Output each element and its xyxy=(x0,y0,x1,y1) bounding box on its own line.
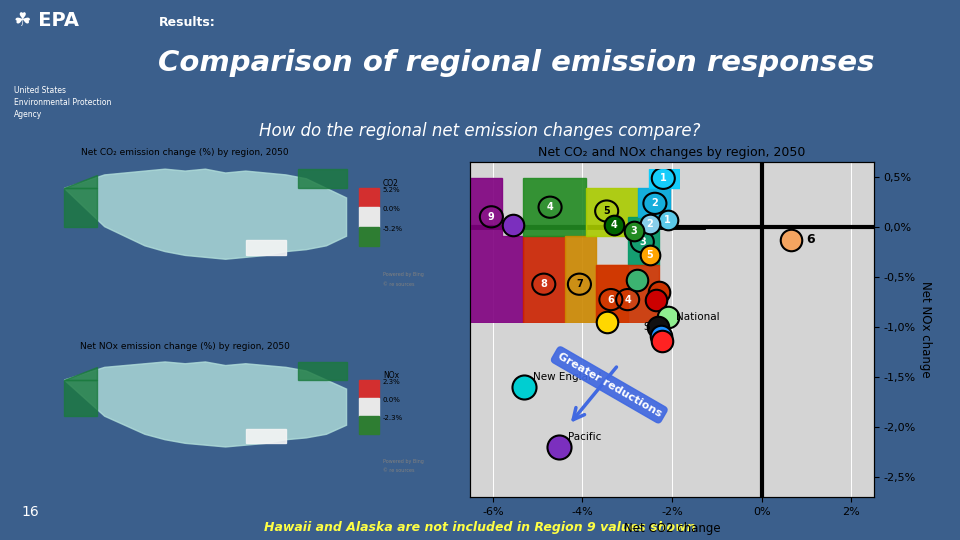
Point xyxy=(630,275,645,284)
Text: National: National xyxy=(677,312,720,322)
Polygon shape xyxy=(64,367,97,380)
Text: © re sources: © re sources xyxy=(383,282,415,287)
Text: Powered by Bing: Powered by Bing xyxy=(383,272,423,277)
Text: 2.3%: 2.3% xyxy=(383,379,400,385)
Point xyxy=(516,382,532,391)
Polygon shape xyxy=(246,240,286,255)
Text: Comparison of regional emission responses: Comparison of regional emission response… xyxy=(158,49,875,77)
Text: CO2: CO2 xyxy=(383,179,398,188)
X-axis label: Net CO2 change: Net CO2 change xyxy=(624,522,720,535)
Text: 2: 2 xyxy=(646,219,653,229)
Text: Powered by Bing: Powered by Bing xyxy=(383,459,423,464)
Text: Net CO₂ emission change (%) by region, 2050: Net CO₂ emission change (%) by region, 2… xyxy=(82,148,289,157)
Point xyxy=(655,336,670,345)
Text: 0.0%: 0.0% xyxy=(383,397,400,403)
Polygon shape xyxy=(64,175,97,188)
Polygon shape xyxy=(64,380,97,416)
Text: 5.2%: 5.2% xyxy=(383,187,400,193)
Polygon shape xyxy=(359,207,379,227)
Text: © re sources: © re sources xyxy=(383,468,415,473)
Point xyxy=(599,318,614,326)
Point xyxy=(505,221,520,230)
Text: 16: 16 xyxy=(21,505,38,519)
Polygon shape xyxy=(299,169,347,188)
Point xyxy=(642,251,658,259)
Text: 5: 5 xyxy=(646,250,653,260)
Point xyxy=(650,322,665,331)
Point xyxy=(653,332,668,340)
Text: New England: New England xyxy=(533,372,601,382)
Text: Results:: Results: xyxy=(158,16,215,29)
Polygon shape xyxy=(359,227,379,246)
Text: 6: 6 xyxy=(806,233,815,246)
Point xyxy=(783,235,799,244)
Text: Pacific: Pacific xyxy=(568,432,601,442)
Text: ☘ EPA: ☘ EPA xyxy=(14,11,80,30)
Point xyxy=(649,295,664,304)
Point xyxy=(642,220,658,228)
Text: -2.3%: -2.3% xyxy=(383,415,403,421)
Text: Greater reductions: Greater reductions xyxy=(556,351,663,418)
Title: Net CO₂ and NOx changes by region, 2050: Net CO₂ and NOx changes by region, 2050 xyxy=(539,146,805,159)
Text: 3: 3 xyxy=(631,226,637,236)
Text: United States
Environmental Protection
Agency: United States Environmental Protection A… xyxy=(14,86,111,119)
Polygon shape xyxy=(359,188,379,207)
Point xyxy=(651,288,666,296)
Polygon shape xyxy=(64,362,347,447)
Text: Net NOx emission change (%) by region, 2050: Net NOx emission change (%) by region, 2… xyxy=(81,342,290,351)
Text: 4: 4 xyxy=(611,220,617,230)
Polygon shape xyxy=(359,416,379,434)
Text: -5.2%: -5.2% xyxy=(383,226,403,232)
Point xyxy=(660,215,675,224)
Text: 1: 1 xyxy=(664,215,671,225)
Polygon shape xyxy=(64,188,97,227)
Polygon shape xyxy=(299,362,347,380)
Polygon shape xyxy=(64,169,347,259)
Polygon shape xyxy=(359,380,379,398)
Text: S: S xyxy=(643,322,650,332)
Y-axis label: Net NOx change: Net NOx change xyxy=(920,281,932,377)
Point xyxy=(551,442,566,451)
Point xyxy=(626,227,641,235)
Point xyxy=(660,313,676,321)
Text: How do the regional net emission changes compare?: How do the regional net emission changes… xyxy=(259,122,701,139)
Text: NOx: NOx xyxy=(383,371,399,380)
Polygon shape xyxy=(359,398,379,416)
Text: 0.0%: 0.0% xyxy=(383,206,400,212)
Polygon shape xyxy=(246,429,286,443)
Point xyxy=(606,221,621,230)
Text: Hawaii and Alaska are not included in Region 9 values shown: Hawaii and Alaska are not included in Re… xyxy=(264,521,696,534)
